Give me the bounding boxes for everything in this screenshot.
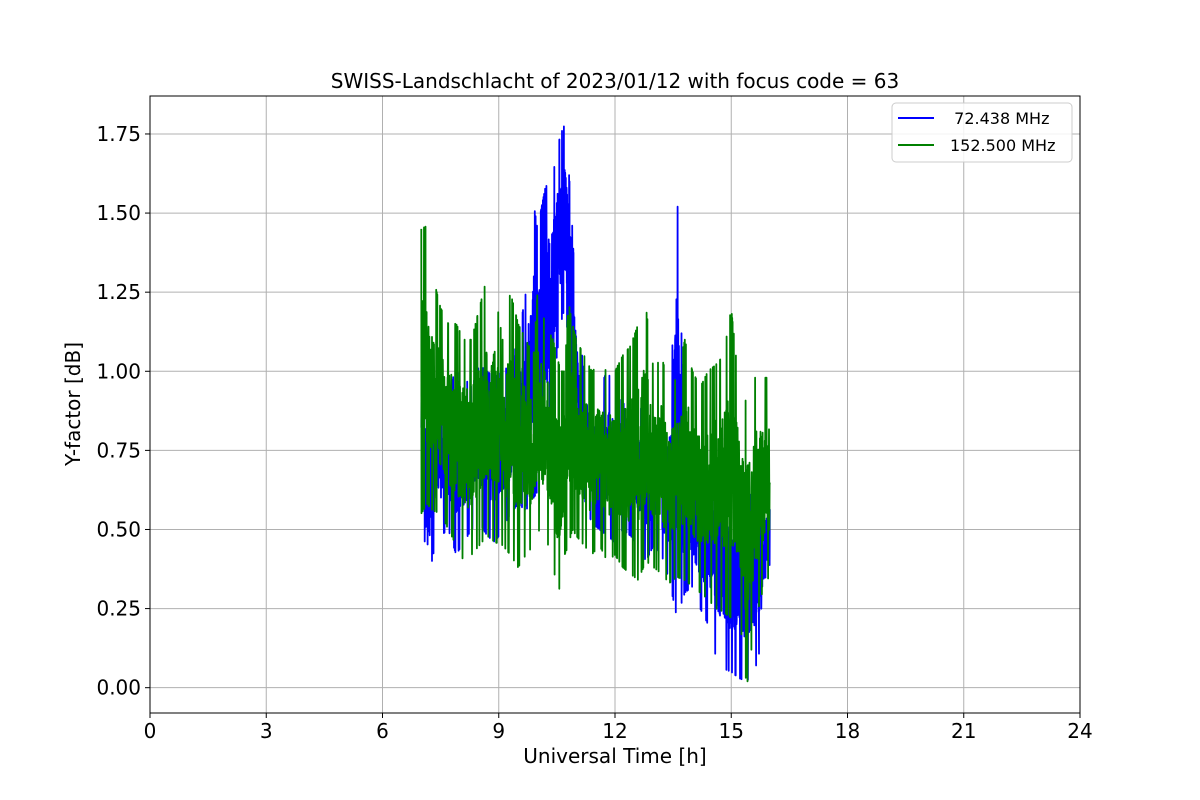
x-tick-label: 24 <box>1067 719 1092 743</box>
y-tick-label: 0.50 <box>96 517 141 541</box>
x-axis-label: Universal Time [h] <box>523 744 706 768</box>
legend-label-152mhz: 152.500 MHz <box>950 136 1055 155</box>
x-tick-label: 15 <box>719 719 744 743</box>
x-tick-label: 9 <box>492 719 505 743</box>
y-tick-label: 0.75 <box>96 438 141 462</box>
y-tick-label: 1.50 <box>96 201 141 225</box>
y-tick-label: 1.75 <box>96 122 141 146</box>
chart-title: SWISS-Landschlacht of 2023/01/12 with fo… <box>331 69 899 93</box>
x-tick-label: 6 <box>376 719 389 743</box>
series-layer <box>420 125 771 683</box>
legend-box <box>891 102 1073 163</box>
x-tick-label: 18 <box>835 719 860 743</box>
x-tick-label: 0 <box>144 719 157 743</box>
x-tick-label: 21 <box>951 719 976 743</box>
y-tick-label: 0.00 <box>96 676 141 700</box>
y-tick-label: 0.25 <box>96 597 141 621</box>
x-tick-label: 3 <box>260 719 273 743</box>
series-line-152mhz <box>420 225 771 683</box>
legend-label-72mhz: 72.438 MHz <box>944 109 1049 128</box>
y-axis-label: Y-factor [dB] <box>61 342 85 467</box>
y-tick-label: 1.25 <box>96 280 141 304</box>
axis-ticks: 0 3 6 9 12 15 18 21 24 0.00 0.25 0.50 0.75 1.00 1.25 1.… <box>96 122 1092 743</box>
legend: 72.438 MHz 152.500 MHz <box>891 102 1073 163</box>
y-tick-label: 1.00 <box>96 359 141 383</box>
x-tick-label: 12 <box>602 719 627 743</box>
